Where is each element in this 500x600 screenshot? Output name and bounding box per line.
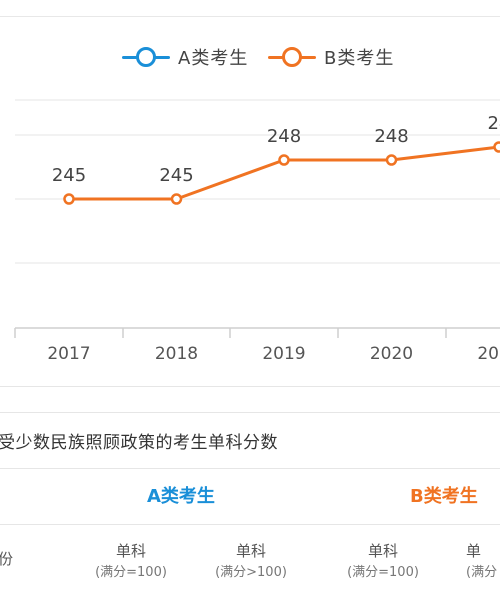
column-4-subtitle: (满分 bbox=[466, 565, 498, 580]
section-divider bbox=[0, 386, 500, 387]
data-point bbox=[278, 154, 290, 166]
group-header-a: A类考生 bbox=[147, 486, 215, 507]
x-tick-label: 2019 bbox=[262, 344, 305, 364]
x-tick-label: 2021 bbox=[477, 344, 500, 364]
group-header-border bbox=[0, 524, 500, 525]
x-tick-label: 2020 bbox=[370, 344, 413, 364]
chart-legend: A类考生 B类考生 bbox=[0, 40, 500, 74]
column-header-3: 单科 (满分=100) bbox=[328, 540, 438, 580]
legend-item-a[interactable]: A类考生 bbox=[122, 40, 248, 74]
data-point bbox=[170, 193, 183, 205]
legend-label-a: A类考生 bbox=[178, 48, 249, 69]
data-label: 248 bbox=[374, 126, 408, 147]
legend-swatch-b-icon bbox=[268, 45, 316, 69]
legend-label-b: B类考生 bbox=[324, 48, 395, 69]
data-label: 248 bbox=[267, 126, 301, 147]
group-header-b: B类考生 bbox=[410, 486, 478, 507]
x-tick-label: 2017 bbox=[47, 344, 90, 364]
table-title: 受少数民族照顾政策的考生单科分数 bbox=[0, 433, 278, 453]
column-4-title: 单 bbox=[466, 542, 482, 560]
column-header-1: 单科 (满分=100) bbox=[76, 540, 186, 580]
top-divider bbox=[0, 16, 500, 17]
data-label: 245 bbox=[159, 165, 193, 186]
data-label: 24 bbox=[488, 113, 500, 134]
table-top-border bbox=[0, 412, 500, 413]
x-tick-label: 2018 bbox=[155, 344, 198, 364]
column-3-title: 单科 bbox=[367, 542, 398, 560]
legend-swatch-a-icon bbox=[122, 45, 170, 69]
data-point bbox=[493, 141, 500, 153]
column-header-4: 单 (满分 bbox=[466, 540, 500, 580]
column-header-2: 单科 (满分>100) bbox=[196, 540, 306, 580]
table-header-border bbox=[0, 468, 500, 469]
row-header-cell: 份 bbox=[0, 550, 14, 568]
data-point bbox=[63, 193, 75, 205]
column-3-subtitle: (满分=100) bbox=[347, 565, 419, 580]
column-2-title: 单科 bbox=[235, 542, 266, 560]
legend-item-b[interactable]: B类考生 bbox=[268, 40, 394, 74]
column-2-subtitle: (满分>100) bbox=[215, 565, 287, 580]
column-1-subtitle: (满分=100) bbox=[95, 565, 167, 580]
data-label: 245 bbox=[52, 165, 86, 186]
column-1-title: 单科 bbox=[115, 542, 146, 560]
data-point bbox=[385, 154, 398, 166]
line-chart: 2017 2018 2019 2020 2021 245 245 248 248 24 bbox=[14, 99, 500, 364]
